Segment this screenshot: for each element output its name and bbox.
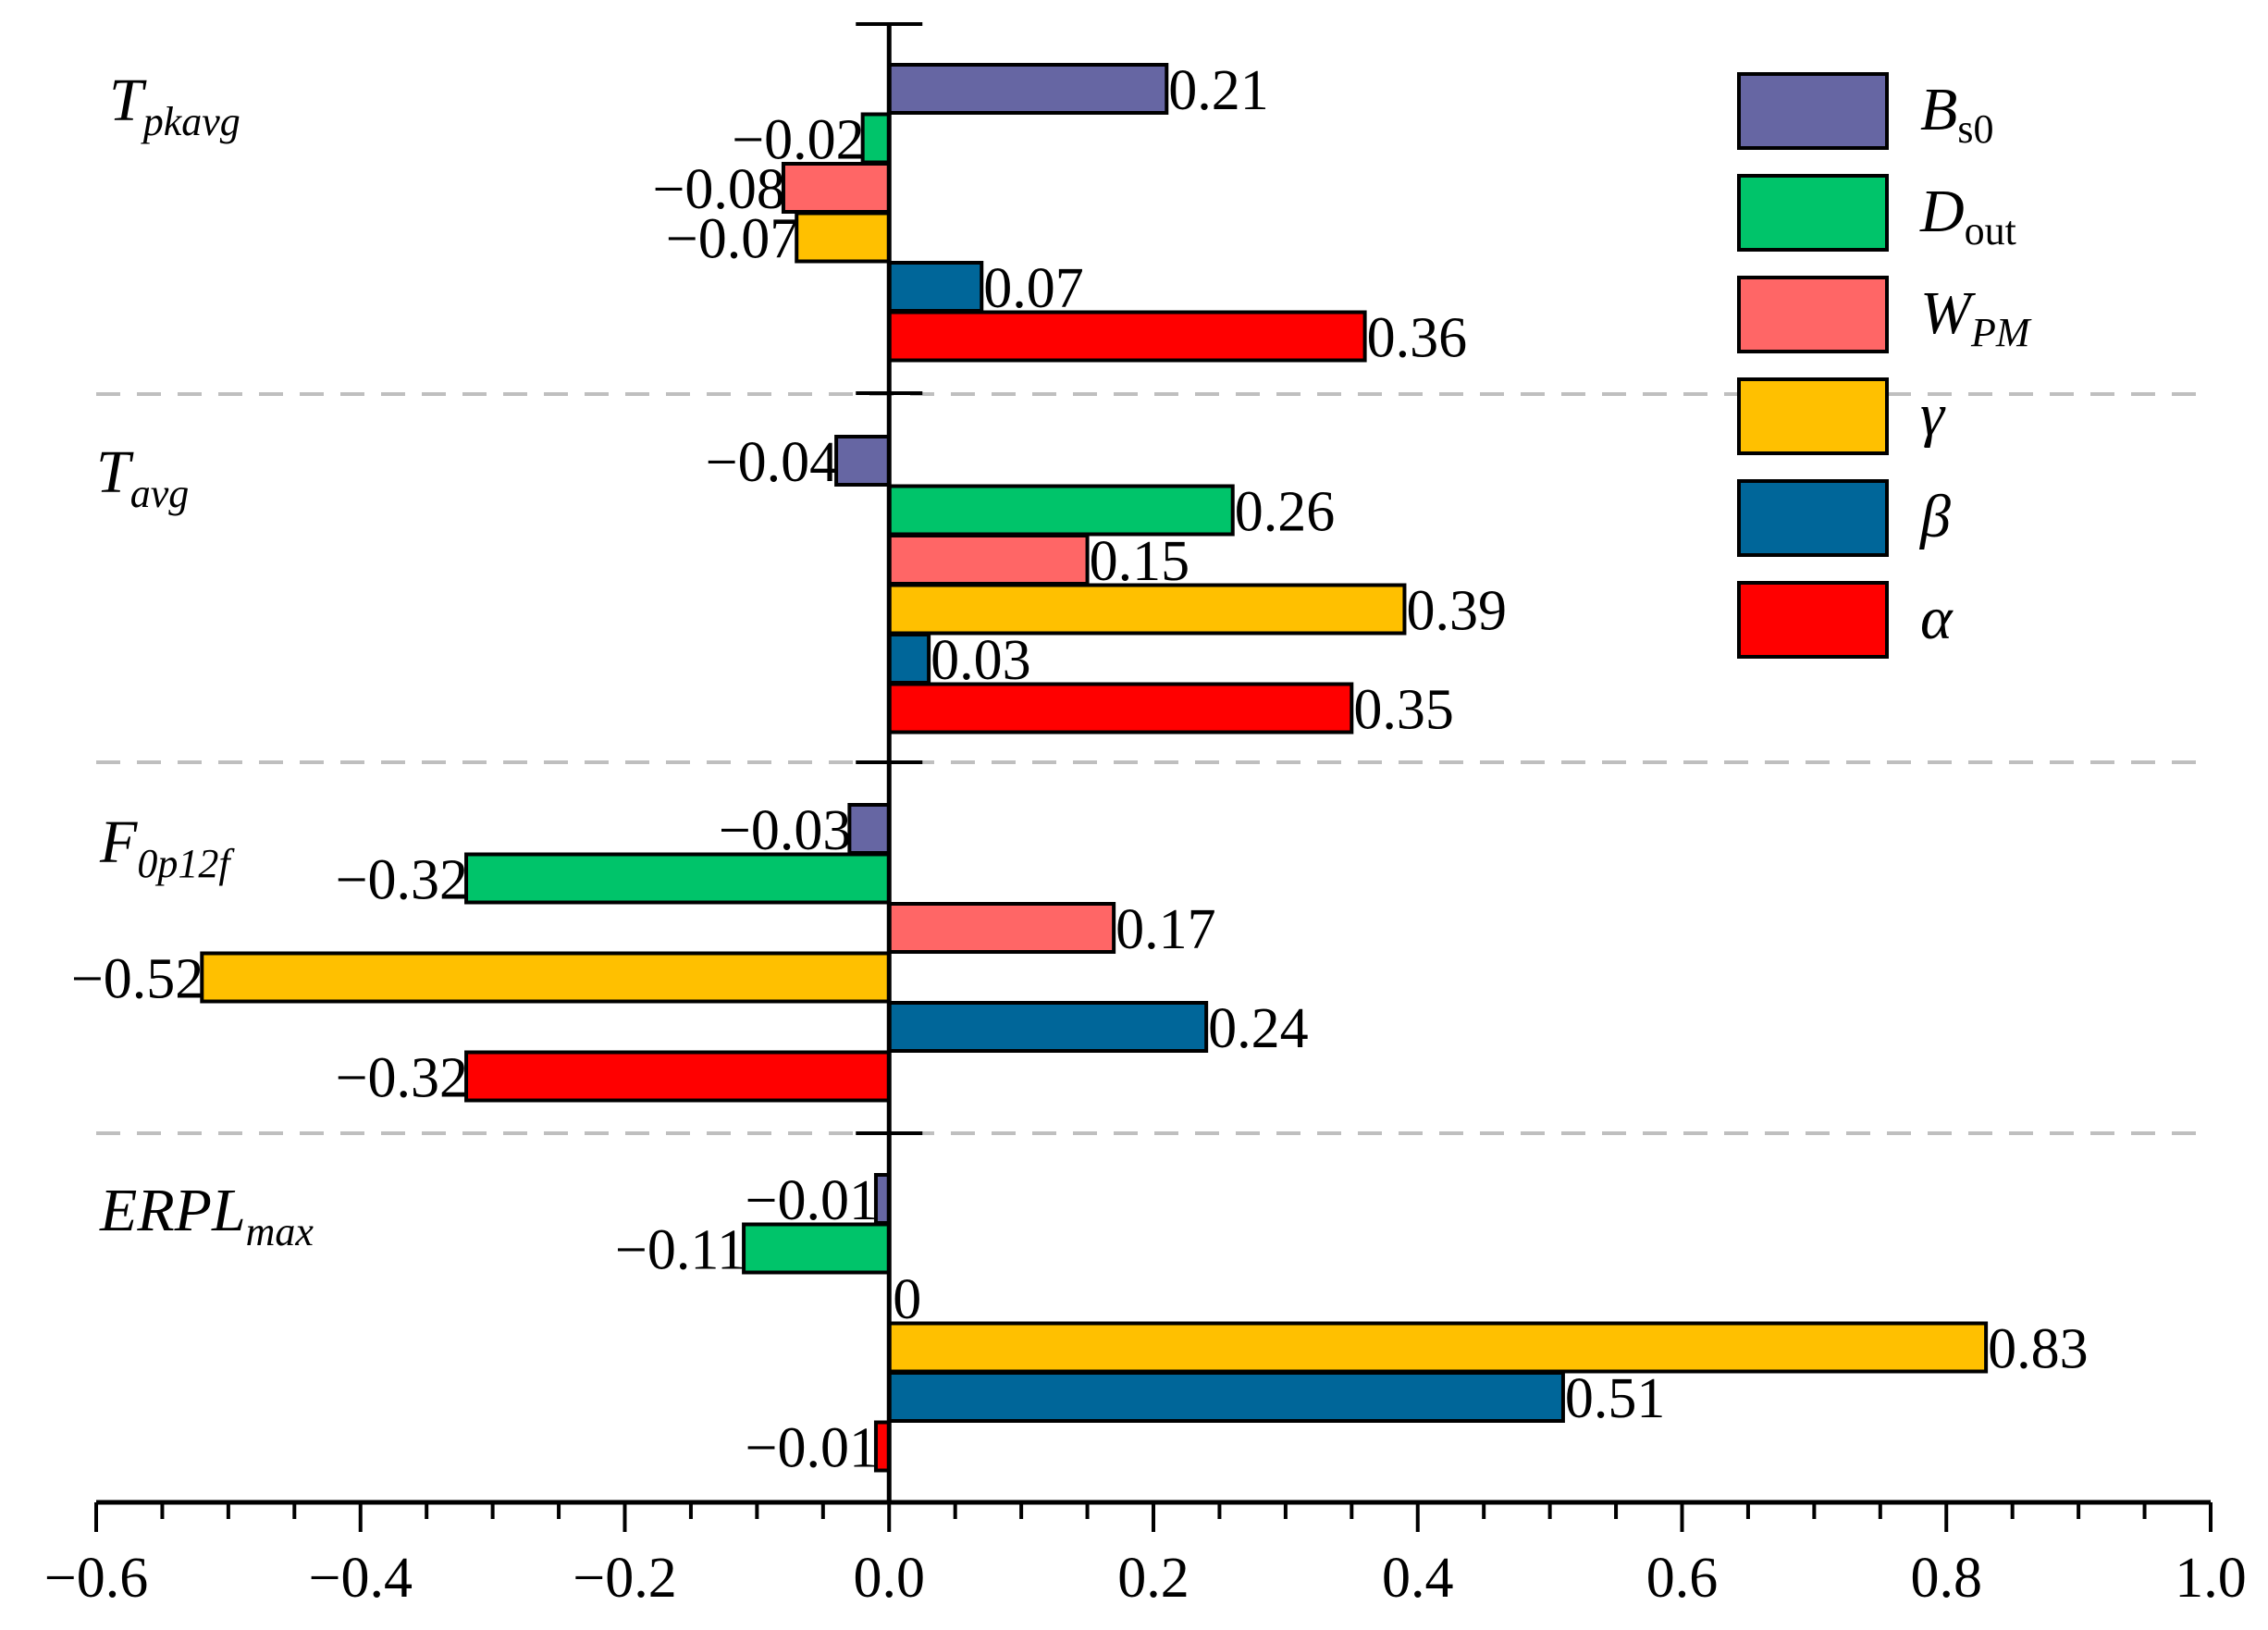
x-tick-label: 0.0 <box>854 1547 926 1610</box>
bar-max-4 <box>887 1321 1989 1374</box>
legend-swatch-1 <box>1737 72 1889 150</box>
value-label-pkavg-3: −0.08 <box>652 158 784 221</box>
value-labels-layer: 0.21 −0.02−0.08−0.07 0.07 0.36 −0.04 0.26 0.15… <box>71 59 2089 1480</box>
legend-swatch-5 <box>1737 479 1889 557</box>
value-label-avg-4: 0.39 <box>1406 580 1507 643</box>
bar-avg-5 <box>887 633 931 685</box>
value-label-0p12f-2: −0.32 <box>336 849 468 912</box>
legend-label-4: γ <box>1920 381 1946 449</box>
legend-label-1: Bs0 <box>1920 76 1993 152</box>
bar-0p12f-4 <box>200 951 892 1004</box>
value-label-max-1: −0.01 <box>745 1169 877 1232</box>
group-label-2: Tavg <box>96 438 189 516</box>
bar-0p12f-5 <box>887 1001 1209 1053</box>
bar-0p12f-1 <box>847 803 892 855</box>
bar-avg-2 <box>887 484 1235 537</box>
value-label-0p12f-1: −0.03 <box>719 799 851 862</box>
value-label-0p12f-3: 0.17 <box>1116 898 1216 961</box>
group-labels-layer: Tpkavg Tavg F0p12f ERPLmax <box>96 67 314 1254</box>
value-label-max-6: −0.01 <box>745 1417 877 1480</box>
value-label-pkavg-4: −0.07 <box>666 208 798 271</box>
x-tick-label: −0.4 <box>309 1547 413 1610</box>
axes-layer: −0.6 −0.4 −0.2 0.0 0.2 0.4 0.6 0.8 1.0 <box>44 22 2247 1610</box>
value-label-0p12f-6: −0.32 <box>336 1047 468 1110</box>
value-label-avg-2: 0.26 <box>1235 481 1336 544</box>
bar-pkavg-4 <box>795 211 892 264</box>
value-label-pkavg-2: −0.02 <box>732 109 864 172</box>
legend-label-5: β <box>1918 483 1951 550</box>
x-tick-label: −0.2 <box>573 1547 676 1610</box>
legend: Bs0 Dout WPM γβα <box>1737 72 2032 659</box>
value-label-pkavg-1: 0.21 <box>1168 59 1269 122</box>
value-label-avg-1: −0.04 <box>706 431 838 494</box>
legend-swatch-6 <box>1737 581 1889 659</box>
value-label-avg-5: 0.03 <box>931 629 1031 692</box>
legend-label-3: WPM <box>1920 279 2032 355</box>
value-label-max-4: 0.83 <box>1988 1318 2089 1381</box>
bar-avg-3 <box>887 534 1090 586</box>
x-tick-label: 0.2 <box>1117 1547 1189 1610</box>
bar-0p12f-6 <box>464 1050 892 1103</box>
bars-layer <box>200 63 1989 1473</box>
bar-pkavg-6 <box>887 310 1367 363</box>
value-label-max-5: 0.51 <box>1565 1367 1666 1430</box>
value-label-pkavg-6: 0.36 <box>1367 307 1468 370</box>
bar-max-5 <box>887 1371 1565 1423</box>
x-tick-label: −0.6 <box>44 1547 148 1610</box>
value-label-0p12f-5: 0.24 <box>1208 997 1309 1060</box>
value-label-max-3: 0 <box>893 1268 921 1331</box>
bar-pkavg-5 <box>887 261 984 313</box>
bar-0p12f-3 <box>887 902 1116 954</box>
x-tick-label: 0.4 <box>1382 1547 1454 1610</box>
legend-label-6: α <box>1920 585 1954 652</box>
bar-pkavg-2 <box>860 112 892 165</box>
value-label-0p12f-4: −0.52 <box>71 948 203 1011</box>
group-label-3: F0p12f <box>99 809 235 886</box>
value-label-avg-3: 0.15 <box>1090 530 1190 593</box>
value-label-pkavg-5: 0.07 <box>983 257 1084 320</box>
legend-swatch-4 <box>1737 377 1889 455</box>
value-label-max-2: −0.11 <box>615 1219 746 1282</box>
legend-swatch-2 <box>1737 174 1889 252</box>
bar-avg-1 <box>834 435 892 487</box>
x-tick-label: 0.8 <box>1911 1547 1983 1610</box>
legend-label-2: Dout <box>1919 178 2016 253</box>
legend-swatch-3 <box>1737 276 1889 353</box>
group-label-1: Tpkavg <box>109 67 240 144</box>
x-tick-label: 1.0 <box>2175 1547 2247 1610</box>
group-label-4: ERPLmax <box>99 1177 314 1254</box>
bar-pkavg-1 <box>887 63 1169 115</box>
x-tick-label: 0.6 <box>1646 1547 1719 1610</box>
value-label-avg-6: 0.35 <box>1353 679 1454 742</box>
